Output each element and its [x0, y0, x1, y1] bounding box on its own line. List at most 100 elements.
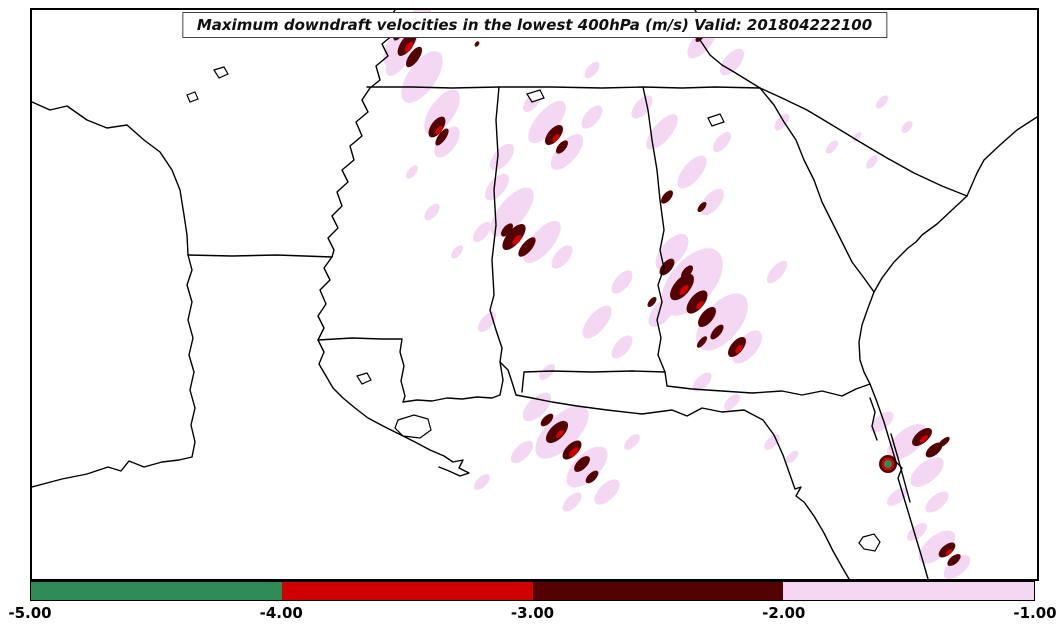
- downdraft-region-minus3-to-minus4: [569, 447, 579, 457]
- downdraft-region-minus3-to-minus4: [735, 344, 743, 354]
- downdraft-region-minus1-to-minus2: [774, 113, 790, 131]
- state-border: [858, 116, 1037, 579]
- state-border: [366, 86, 761, 89]
- state-border: [759, 87, 875, 293]
- downdraft-region-minus1-to-minus2: [582, 305, 612, 339]
- downdraft-region-minus2-to-minus3: [518, 237, 536, 257]
- downdraft-region-minus2-to-minus3: [428, 116, 446, 138]
- downdraft-region-minus1-to-minus2: [677, 155, 707, 189]
- colorbar-segment--3.00to-2.00: [532, 582, 784, 600]
- downdraft-region-minus2-to-minus3: [661, 190, 673, 204]
- downdraft-region-minus2-to-minus3: [697, 202, 707, 212]
- state-border: [869, 397, 878, 441]
- downdraft-region-minus1-to-minus2: [451, 245, 463, 259]
- state-border: [489, 86, 503, 363]
- downdraft-region-minus1-to-minus2: [510, 440, 534, 464]
- downdraft-region-minus3-to-minus4: [945, 549, 953, 555]
- downdraft-region-minus1-to-minus2: [424, 203, 440, 221]
- plot-area: Maximum downdraft velocities in the lowe…: [30, 8, 1039, 581]
- downdraft-region-minus1-to-minus2: [406, 165, 418, 179]
- downdraft-region-minus2-to-minus3: [686, 290, 708, 314]
- downdraft-region-minus3-to-minus4: [404, 41, 414, 53]
- downdraft-region-minus2-to-minus3: [501, 223, 513, 237]
- map-canvas: [32, 10, 1037, 579]
- colorbar-tick--2.00: -2.00: [762, 604, 806, 622]
- downdraft-region-minus1-to-minus2: [528, 100, 566, 144]
- downdraft-region-minus2-to-minus3: [574, 456, 590, 472]
- downdraft-region-minus1-to-minus2: [918, 530, 956, 564]
- lake-outline: [858, 533, 881, 552]
- state-border: [317, 337, 406, 403]
- downdraft-region-minus2-to-minus3: [698, 307, 716, 327]
- downdraft-region-minus1-to-minus2: [581, 105, 603, 129]
- downdraft-region-minus1-to-minus2: [550, 133, 584, 171]
- downdraft-region-minus3-to-minus4: [512, 235, 522, 245]
- downdraft-region-minus4-to-minus5: [884, 460, 892, 468]
- downdraft-region-minus3-to-minus4: [552, 133, 560, 143]
- colorbar-tick--1.00: -1.00: [1013, 604, 1057, 622]
- downdraft-region-minus1-to-minus2: [523, 220, 561, 264]
- downdraft-region-minus2-to-minus3: [728, 337, 746, 357]
- downdraft-region-minus1-to-minus2: [473, 222, 491, 242]
- downdraft-region-minus1-to-minus2: [401, 51, 443, 103]
- downdraft-region-minus1-to-minus2: [732, 330, 762, 364]
- downdraft-region-minus2-to-minus3: [670, 273, 694, 301]
- state-border: [187, 254, 333, 258]
- downdraft-region-minus1-to-minus2: [566, 446, 608, 488]
- state-border: [890, 433, 911, 503]
- downdraft-region-minus2-to-minus3: [696, 336, 708, 348]
- state-border: [32, 254, 196, 488]
- lake-outline: [356, 372, 372, 385]
- downdraft-region-minus2-to-minus3: [545, 420, 569, 444]
- lake-outline: [707, 113, 725, 127]
- downdraft-region-minus1-to-minus2: [785, 450, 799, 464]
- downdraft-region-minus2-to-minus3: [938, 436, 950, 448]
- downdraft-region-minus1-to-minus2: [611, 335, 633, 359]
- downdraft-region-minus2-to-minus3: [647, 297, 657, 307]
- downdraft-region-minus1-to-minus2: [490, 187, 534, 237]
- downdraft-region-minus1-to-minus2: [584, 61, 600, 79]
- downdraft-region-minus3-to-minus4: [696, 300, 704, 310]
- downdraft-region-minus1-to-minus2: [692, 372, 712, 392]
- downdraft-region-minus2-to-minus3: [502, 223, 526, 251]
- downdraft-region-minus1-to-minus2: [943, 555, 971, 579]
- colorbar-segment--2.00to-1.00: [783, 582, 1034, 600]
- downdraft-region-minus2-to-minus3: [947, 554, 961, 566]
- downdraft-region-minus1-to-minus2: [539, 364, 555, 380]
- downdraft-region-minus2-to-minus3: [585, 470, 599, 484]
- downdraft-region-minus1-to-minus2: [474, 474, 490, 490]
- downdraft-region-minus1-to-minus2: [826, 140, 838, 154]
- downdraft-region-minus1-to-minus2: [646, 114, 678, 150]
- downdraft-region-minus1-to-minus2: [764, 434, 780, 450]
- downdraft-region-minus2-to-minus3: [474, 41, 480, 47]
- downdraft-region-minus2-to-minus3: [681, 265, 693, 279]
- colorbar-segment--4.00to-3.00: [281, 582, 533, 600]
- lake-outline: [213, 66, 229, 79]
- state-border: [32, 101, 189, 256]
- downdraft-region-minus1-to-minus2: [562, 492, 582, 512]
- colorbar: [30, 581, 1035, 601]
- downdraft-region-minus1-to-minus2: [700, 188, 724, 216]
- colorbar-tick--5.00: -5.00: [8, 604, 52, 622]
- downdraft-region-minus1-to-minus2: [611, 270, 633, 294]
- downdraft-region-minus1-to-minus2: [478, 312, 496, 332]
- downdraft-region-minus2-to-minus3: [556, 140, 568, 154]
- downdraft-region-minus1-to-minus2: [925, 491, 949, 513]
- downdraft-region-minus1-to-minus2: [870, 411, 894, 433]
- downdraft-region-minus2-to-minus3: [545, 125, 563, 145]
- state-border: [521, 370, 871, 397]
- downdraft-region-minus1-to-minus2: [631, 95, 653, 119]
- lake-outline: [186, 91, 199, 103]
- downdraft-region-minus1-to-minus2: [866, 155, 878, 169]
- state-border: [694, 10, 968, 197]
- downdraft-region-minus1-to-minus2: [648, 297, 676, 327]
- downdraft-region-minus1-to-minus2: [624, 434, 640, 450]
- colorbar-segment--5.00to-4.00: [31, 582, 282, 600]
- downdraft-region-minus1-to-minus2: [720, 48, 744, 76]
- map-title: Maximum downdraft velocities in the lowe…: [181, 12, 888, 38]
- colorbar-tick--3.00: -3.00: [510, 604, 555, 622]
- downdraft-region-minus2-to-minus3: [710, 324, 724, 340]
- lake-outline: [394, 414, 432, 439]
- state-border: [402, 361, 850, 579]
- downdraft-region-minus3-to-minus4: [919, 435, 929, 443]
